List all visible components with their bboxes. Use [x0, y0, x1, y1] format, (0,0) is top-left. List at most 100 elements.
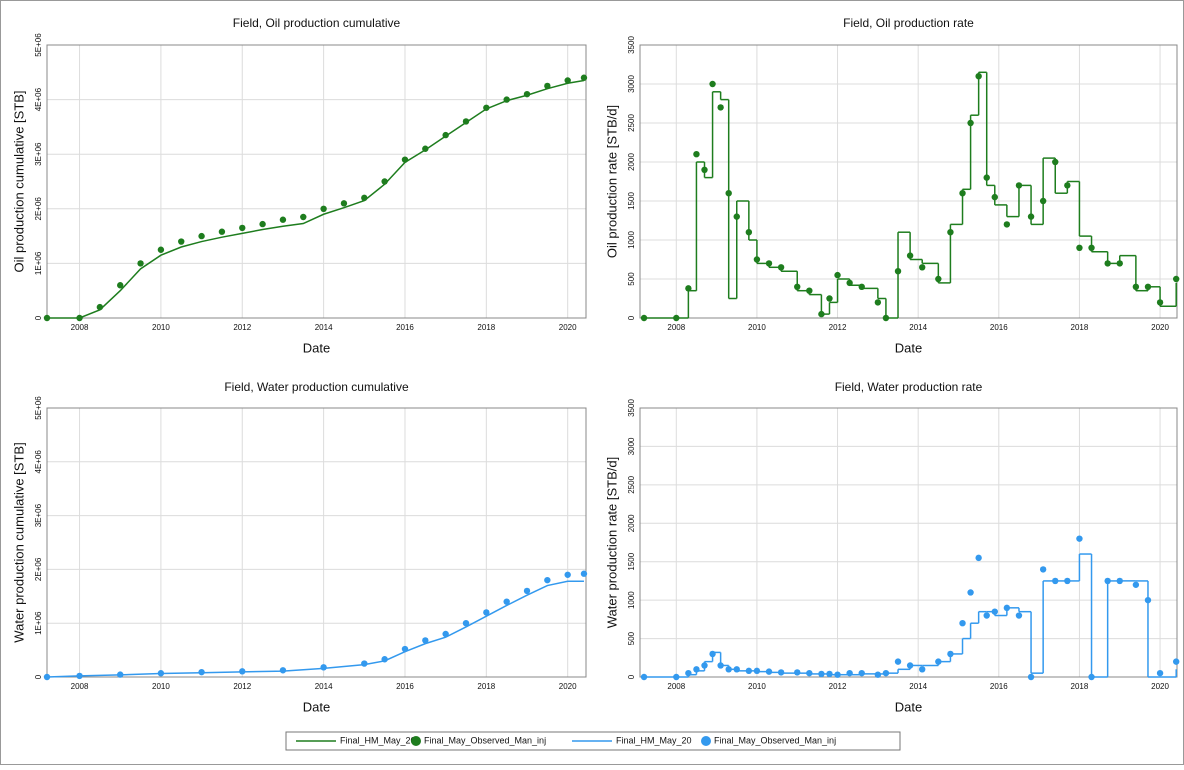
data-point — [1052, 577, 1059, 585]
data-point — [753, 256, 761, 263]
x-tick-label: 2018 — [1071, 323, 1089, 332]
data-point — [983, 612, 990, 619]
data-point — [1052, 158, 1059, 166]
data-point — [975, 554, 982, 562]
data-point — [794, 669, 801, 676]
data-point — [320, 205, 327, 212]
data-point — [1172, 658, 1180, 665]
legend-marker — [701, 736, 711, 746]
data-point — [1116, 260, 1123, 267]
x-tick-label: 2020 — [1151, 682, 1169, 691]
y-tick-label: 5E+06 — [34, 396, 43, 420]
data-point — [117, 282, 124, 289]
legend-marker — [411, 736, 421, 746]
data-point — [544, 82, 551, 90]
plot-frame — [639, 407, 1178, 678]
x-tick-label: 2018 — [477, 682, 495, 691]
legend-label: Final_HM_May_20 — [616, 735, 692, 745]
data-point — [1003, 604, 1011, 612]
legend: Final_HM_May_20 Final_May_Observed_Man_in… — [285, 731, 901, 751]
y-tick-label: 2000 — [627, 153, 636, 171]
x-tick-label: 2018 — [1071, 682, 1089, 691]
data-point — [1015, 182, 1023, 189]
data-point — [894, 268, 902, 275]
chart-panel: 2008 2010 2012 2014 2016 2018 2020 0 500 1000 1500… — [604, 16, 1180, 355]
data-point — [959, 190, 966, 197]
data-point — [259, 220, 266, 228]
data-point — [340, 200, 348, 207]
data-point — [1076, 535, 1083, 542]
chart-title: Field, Water production cumulative — [224, 380, 409, 394]
data-point — [96, 303, 104, 311]
y-tick-label: 4E+06 — [34, 450, 43, 474]
y-tick-label: 3000 — [627, 75, 636, 93]
data-point — [701, 662, 708, 669]
chart-title: Field, Oil production cumulative — [233, 16, 401, 30]
x-tick-label: 2008 — [667, 323, 685, 332]
data-point — [1027, 213, 1035, 220]
data-point — [826, 295, 833, 302]
data-point — [361, 194, 368, 202]
y-axis-label: Water production cumulative [STB] — [11, 442, 26, 642]
data-point — [1144, 283, 1152, 290]
data-point — [523, 90, 531, 98]
x-tick-label: 2014 — [909, 682, 927, 691]
data-point — [320, 664, 327, 671]
legend-label: Final_HM_May_20 — [340, 735, 416, 745]
data-point — [1003, 221, 1011, 228]
data-point — [442, 630, 449, 638]
data-point — [709, 80, 716, 88]
data-point — [279, 667, 287, 674]
y-tick-label: 2500 — [627, 114, 636, 132]
data-point — [882, 669, 890, 677]
data-point — [381, 178, 388, 185]
data-point — [818, 310, 825, 318]
data-point — [685, 285, 692, 292]
data-point — [906, 252, 914, 259]
series-line — [47, 79, 585, 319]
y-tick-label: 5E+06 — [34, 33, 43, 57]
data-point — [717, 662, 724, 669]
data-point — [1015, 612, 1023, 619]
data-point — [1156, 669, 1164, 677]
data-point — [967, 589, 974, 596]
data-point — [701, 166, 708, 173]
x-tick-label: 2008 — [71, 682, 89, 691]
x-tick-label: 2008 — [71, 323, 89, 332]
x-tick-label: 2016 — [990, 323, 1008, 332]
y-tick-label: 3500 — [627, 399, 636, 417]
y-tick-label: 1000 — [627, 231, 636, 249]
data-point — [1132, 581, 1140, 588]
data-point — [975, 73, 982, 80]
data-point — [685, 669, 692, 677]
data-point — [991, 608, 998, 615]
plot-area — [640, 408, 1177, 677]
data-point — [733, 666, 740, 673]
plot-frame — [46, 407, 587, 678]
y-tick-label: 500 — [627, 631, 636, 645]
y-axis-label: Water production rate [STB/d] — [604, 457, 619, 628]
x-tick-label: 2016 — [990, 682, 1008, 691]
y-tick-label: 1500 — [627, 192, 636, 210]
x-tick-label: 2010 — [152, 323, 170, 332]
data-point — [777, 264, 785, 271]
data-point — [906, 662, 914, 669]
data-point — [564, 77, 571, 84]
data-point — [1064, 577, 1071, 585]
data-point — [76, 314, 83, 322]
data-point — [745, 229, 753, 236]
data-point — [1088, 673, 1095, 681]
x-tick-label: 2020 — [1151, 323, 1169, 332]
y-tick-label: 1000 — [627, 591, 636, 609]
plot-area — [47, 408, 586, 677]
data-point — [503, 96, 510, 103]
data-point — [959, 620, 966, 627]
data-point — [43, 314, 51, 322]
data-point — [983, 174, 990, 181]
data-point — [919, 666, 926, 673]
y-tick-label: 4E+06 — [34, 87, 43, 111]
y-axis-label: Oil production rate [STB/d] — [604, 105, 619, 258]
x-axis-label: Date — [303, 699, 330, 714]
data-point — [1064, 182, 1071, 189]
data-point — [935, 658, 942, 665]
